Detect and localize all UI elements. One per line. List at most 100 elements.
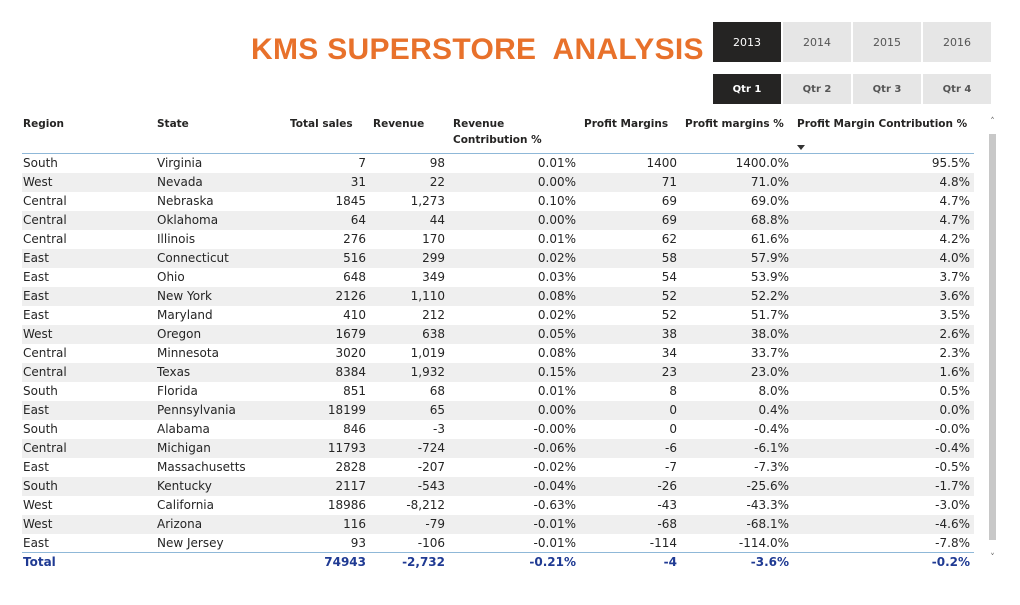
cell-state: Florida [157, 384, 198, 398]
cell-profit-margins-pct: 33.7% [750, 346, 789, 360]
cell-region: West [23, 498, 53, 512]
cell-profit-margins-pct: 1400.0% [735, 156, 789, 170]
cell-total-sales: 116 [343, 517, 366, 531]
table-row[interactable]: East Pennsylvania 18199 65 0.00% 0 0.4% 0.0% [22, 401, 974, 420]
cell-profit-margin-contribution: 4.7% [939, 213, 971, 227]
cell-revenue: 212 [422, 308, 445, 322]
table-row[interactable]: South Virginia 7 98 0.01% 1400 1400.0% 95.5% [22, 154, 974, 173]
cell-profit-margin-contribution: -0.5% [935, 460, 970, 474]
cell-state: Connecticut [157, 251, 229, 265]
cell-state: Maryland [157, 308, 213, 322]
cell-total-sales: 1679 [335, 327, 366, 341]
table-row[interactable]: East Connecticut 516 299 0.02% 58 57.9% 4.0% [22, 249, 974, 268]
cell-profit-margins-pct: 57.9% [750, 251, 789, 265]
scrollbar-thumb[interactable] [989, 134, 996, 540]
cell-profit-margin-contribution: -0.0% [935, 422, 970, 436]
table-row[interactable]: East Maryland 410 212 0.02% 52 51.7% 3.5% [22, 306, 974, 325]
cell-profit-margin-contribution: 0.5% [939, 384, 971, 398]
year-option-2013[interactable]: 2013 [713, 22, 781, 62]
vertical-scrollbar[interactable]: ˄ ˅ [988, 116, 997, 564]
cell-revenue-contribution: -0.01% [533, 536, 576, 550]
cell-total-sales: 276 [343, 232, 366, 246]
cell-profit-margin-contribution: 95.5% [931, 156, 970, 170]
year-option-2016[interactable]: 2016 [923, 22, 991, 62]
cell-region: West [23, 175, 53, 189]
header-divider [22, 153, 974, 154]
cell-total-sales: 3020 [335, 346, 366, 360]
column-header-profit-margins-pct[interactable]: Profit margins % [685, 118, 784, 130]
quarter-option-1[interactable]: Qtr 1 [713, 74, 781, 104]
quarter-option-4[interactable]: Qtr 4 [923, 74, 991, 104]
cell-state: Virginia [157, 156, 203, 170]
table-row[interactable]: Central Oklahoma 64 44 0.00% 69 68.8% 4.7% [22, 211, 974, 230]
cell-profit-margin-contribution: 4.0% [939, 251, 971, 265]
cell-revenue: 1,110 [410, 289, 445, 303]
cell-total-sales: 410 [343, 308, 366, 322]
table-row[interactable]: West Arizona 116 -79 -0.01% -68 -68.1% -4.6% [22, 515, 974, 534]
cell-profit-margins-pct: -68.1% [746, 517, 789, 531]
cell-region: South [23, 156, 58, 170]
cell-profit-margins-pct: 71.0% [750, 175, 789, 189]
cell-state: California [157, 498, 214, 512]
column-header-revenue[interactable]: Revenue [373, 118, 425, 130]
table-row[interactable]: West Nevada 31 22 0.00% 71 71.0% 4.8% [22, 173, 974, 192]
table-row[interactable]: Central Texas 8384 1,932 0.15% 23 23.0% 1.6% [22, 363, 974, 382]
cell-state: Nebraska [157, 194, 214, 208]
cell-revenue-contribution: 0.08% [537, 289, 576, 303]
column-header-revenue-contribution[interactable]: Revenue Contribution % [453, 118, 542, 146]
cell-profit-margin-contribution: -0.4% [935, 441, 970, 455]
year-option-2014[interactable]: 2014 [783, 22, 851, 62]
cell-profit-margins: 1400 [646, 156, 677, 170]
year-option-2015[interactable]: 2015 [853, 22, 921, 62]
table-row[interactable]: Central Nebraska 1845 1,273 0.10% 69 69.0% 4.7% [22, 192, 974, 211]
table-row[interactable]: South Alabama 846 -3 -0.00% 0 -0.4% -0.0% [22, 420, 974, 439]
column-header-total-sales[interactable]: Total sales [290, 118, 353, 130]
column-header-region[interactable]: Region [23, 118, 65, 130]
cell-profit-margins: 52 [661, 289, 677, 303]
cell-revenue-contribution: -0.06% [533, 441, 576, 455]
cell-profit-margin-contribution: -4.6% [935, 517, 970, 531]
quarter-option-3[interactable]: Qtr 3 [853, 74, 921, 104]
column-header-profit-margin-contribution[interactable]: Profit Margin Contribution % [797, 118, 968, 130]
cell-profit-margins-pct: 52.2% [750, 289, 789, 303]
total-revenue-contribution: -0.21% [529, 555, 576, 569]
cell-state: New York [157, 289, 212, 303]
cell-profit-margins: 69 [661, 194, 677, 208]
cell-total-sales: 8384 [335, 365, 366, 379]
table-row[interactable]: South Kentucky 2117 -543 -0.04% -26 -25.6% -1.7… [22, 477, 974, 496]
cell-total-sales: 2126 [335, 289, 366, 303]
table-row[interactable]: West Oregon 1679 638 0.05% 38 38.0% 2.6% [22, 325, 974, 344]
quarter-option-2[interactable]: Qtr 2 [783, 74, 851, 104]
cell-revenue: 65 [429, 403, 445, 417]
table-row[interactable]: Central Minnesota 3020 1,019 0.08% 34 33.7% 2.3… [22, 344, 974, 363]
cell-region: Central [23, 232, 67, 246]
sort-descending-icon[interactable] [797, 145, 805, 150]
table-row[interactable]: Central Michigan 11793 -724 -0.06% -6 -6.1% -0.… [22, 439, 974, 458]
table-row[interactable]: South Florida 851 68 0.01% 8 8.0% 0.5% [22, 382, 974, 401]
scroll-down-icon[interactable]: ˅ [990, 553, 995, 563]
table-row[interactable]: Central Illinois 276 170 0.01% 62 61.6% 4.2% [22, 230, 974, 249]
cell-profit-margins-pct: 69.0% [750, 194, 789, 208]
column-header-profit-margins[interactable]: Profit Margins [584, 118, 669, 130]
cell-region: East [23, 270, 49, 284]
cell-revenue: -8,212 [406, 498, 445, 512]
cell-revenue: -3 [433, 422, 445, 436]
scroll-up-icon[interactable]: ˄ [990, 117, 995, 127]
cell-profit-margins-pct: -0.4% [754, 422, 789, 436]
cell-profit-margins-pct: -43.3% [746, 498, 789, 512]
table-row[interactable]: East Ohio 648 349 0.03% 54 53.9% 3.7% [22, 268, 974, 287]
total-profit-margins-pct: -3.6% [750, 555, 789, 569]
column-header-state[interactable]: State [157, 118, 189, 130]
cell-revenue-contribution: -0.01% [533, 517, 576, 531]
cell-state: Oklahoma [157, 213, 219, 227]
table-row[interactable]: East Massachusetts 2828 -207 -0.02% -7 -7.3% -0… [22, 458, 974, 477]
cell-state: Texas [157, 365, 191, 379]
table-row[interactable]: West California 18986 -8,212 -0.63% -43 -43.3%… [22, 496, 974, 515]
table-row[interactable]: East New York 2126 1,110 0.08% 52 52.2% 3.6% [22, 287, 974, 306]
table-row[interactable]: East New Jersey 93 -106 -0.01% -114 -114.0% -7.… [22, 534, 974, 553]
cell-profit-margin-contribution: 4.8% [939, 175, 971, 189]
cell-profit-margins: 71 [661, 175, 677, 189]
cell-region: East [23, 460, 49, 474]
cell-profit-margins: 58 [661, 251, 677, 265]
cell-revenue-contribution: 0.00% [537, 213, 576, 227]
